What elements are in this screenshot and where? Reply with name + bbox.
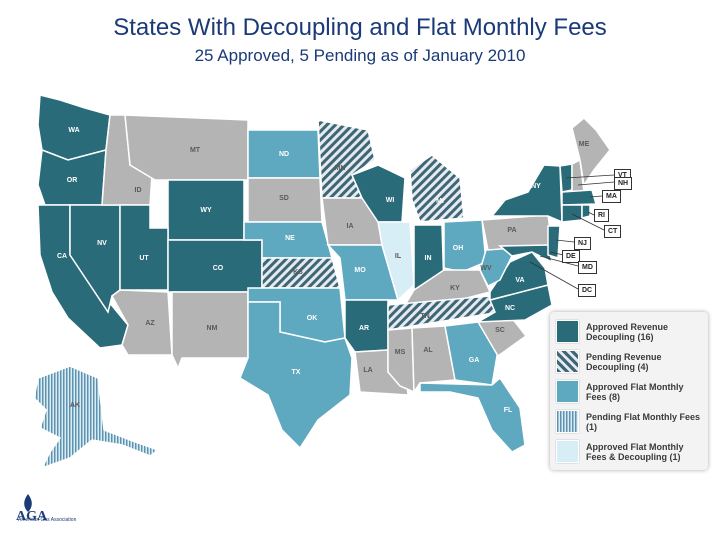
legend-label: Approved Revenue Decoupling (16) — [586, 321, 669, 342]
state-ut[interactable] — [119, 204, 169, 291]
legend-item: Approved Revenue Decoupling (16) — [556, 320, 706, 343]
legend-item: Approved Flat Monthly Fees (8) — [556, 380, 706, 403]
label-tn: TN — [420, 313, 429, 320]
state-ri[interactable] — [581, 204, 591, 219]
state-md[interactable] — [497, 244, 554, 264]
label-dc: DC — [578, 284, 597, 297]
label-ky: KY — [450, 285, 460, 292]
state-fl[interactable] — [419, 376, 526, 453]
label-ok: OK — [307, 315, 318, 322]
state-ga[interactable] — [444, 321, 499, 386]
state-nj[interactable] — [547, 225, 561, 259]
label-al: AL — [423, 347, 433, 354]
state-ak[interactable] — [33, 365, 160, 470]
label-sd: SD — [279, 195, 289, 202]
label-ny: NY — [531, 183, 541, 190]
label-de: DE — [562, 250, 580, 263]
label-la: LA — [363, 367, 372, 374]
legend-item: Approved Flat Monthly Fees & Decoupling … — [556, 440, 706, 463]
label-nh: NH — [614, 177, 633, 190]
label-ak: AK — [70, 402, 80, 409]
label-nj: NJ — [574, 237, 591, 250]
label-id: ID — [135, 187, 142, 194]
label-il: IL — [395, 253, 402, 260]
legend-swatch-approved-decoupling — [556, 320, 579, 343]
logo-mark: AGA — [16, 509, 48, 524]
label-wa: WA — [68, 127, 79, 134]
label-ca: CA — [57, 253, 67, 260]
label-mi: MI — [436, 198, 444, 205]
state-mi[interactable] — [409, 154, 465, 223]
label-mn: MN — [335, 165, 346, 172]
label-az: AZ — [145, 320, 155, 327]
legend-swatch-approved-flat — [556, 380, 579, 403]
label-sc: SC — [495, 327, 505, 334]
map-subtitle: 25 Approved, 5 Pending as of January 201… — [194, 46, 526, 65]
label-ms: MS — [395, 349, 406, 356]
state-tx[interactable] — [239, 301, 353, 450]
legend-label: Pending Revenue Decoupling (4) — [586, 351, 662, 372]
legend-item: Pending Revenue Decoupling (4) — [556, 350, 706, 373]
label-wi: WI — [386, 197, 395, 204]
label-md: MD — [578, 261, 597, 274]
legend-swatch-pending-decoupling — [556, 350, 579, 373]
label-va: VA — [515, 277, 524, 284]
label-tx: TX — [292, 369, 301, 376]
label-wy: WY — [200, 207, 212, 214]
state-az[interactable] — [111, 289, 173, 356]
state-me[interactable] — [571, 116, 611, 188]
label-ga: GA — [469, 357, 480, 364]
label-fl: FL — [504, 407, 513, 414]
legend-label: Approved Flat Monthly Fees (8) — [586, 381, 684, 402]
label-wv: WV — [480, 265, 492, 272]
label-ma: MA — [602, 190, 621, 203]
map-title: States With Decoupling and Flat Monthly … — [113, 14, 607, 41]
label-mt: MT — [190, 147, 201, 154]
label-or: OR — [67, 177, 78, 184]
state-ct[interactable] — [561, 204, 583, 223]
legend-swatch-approved-both — [556, 440, 579, 463]
label-nc: NC — [505, 305, 515, 312]
label-nd: ND — [279, 151, 289, 158]
label-ri: RI — [594, 209, 609, 222]
aga-logo: AGA — [16, 494, 48, 524]
label-ut: UT — [139, 255, 149, 262]
state-oh[interactable] — [443, 219, 487, 273]
legend-label: Approved Flat Monthly Fees & Decoupling … — [586, 441, 684, 462]
label-ar: AR — [359, 325, 369, 332]
label-ks: KS — [293, 269, 303, 276]
label-me: ME — [579, 141, 590, 148]
label-co: CO — [213, 265, 224, 272]
state-ny[interactable] — [490, 164, 563, 224]
label-in: IN — [425, 255, 432, 262]
label-nm: NM — [207, 325, 218, 332]
legend-swatch-pending-flat — [556, 410, 579, 433]
map-legend: Approved Revenue Decoupling (16) Pending… — [550, 312, 708, 470]
label-oh: OH — [453, 245, 464, 252]
state-il[interactable] — [377, 221, 415, 302]
state-ms[interactable] — [387, 327, 415, 394]
legend-label: Pending Flat Monthly Fees (1) — [586, 411, 701, 432]
label-nv: NV — [97, 240, 107, 247]
state-ma[interactable] — [561, 189, 597, 206]
label-mo: MO — [354, 267, 366, 274]
state-mt[interactable] — [124, 114, 249, 181]
state-al[interactable] — [411, 325, 456, 395]
label-ne: NE — [285, 235, 295, 242]
logo-org: American Gas Association — [18, 517, 77, 523]
legend-item: Pending Flat Monthly Fees (1) — [556, 410, 706, 433]
label-ia: IA — [347, 223, 354, 230]
label-pa: PA — [507, 227, 516, 234]
label-ct: CT — [604, 225, 622, 238]
